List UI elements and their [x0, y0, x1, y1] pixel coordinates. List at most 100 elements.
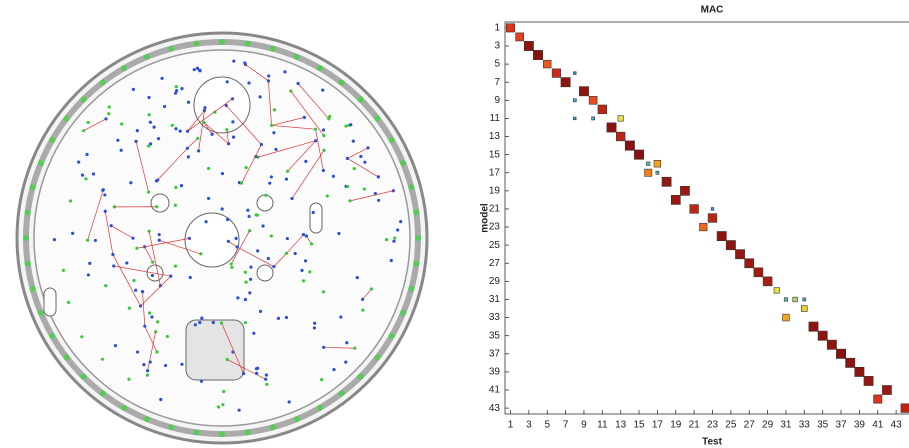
mesh-node: [125, 261, 129, 265]
mesh-node: [243, 61, 247, 65]
mesh-node: [396, 228, 400, 232]
mesh-node: [302, 115, 306, 119]
mesh-node: [134, 288, 138, 292]
mac-cell: [653, 159, 662, 168]
mesh-node: [219, 321, 224, 325]
mesh-node: [248, 291, 252, 295]
y-tick-label: 23: [489, 222, 501, 233]
mesh-node: [290, 196, 294, 201]
mesh-node: [103, 209, 107, 213]
mac-cell: [773, 287, 780, 294]
mesh-edge: [225, 105, 262, 145]
mac-cell: [616, 131, 626, 142]
rim-node: [193, 40, 200, 47]
mesh-node: [152, 125, 156, 129]
mesh-node: [349, 123, 353, 127]
x-tick-label: 5: [544, 420, 550, 431]
mesh-edge: [286, 234, 304, 254]
mac-cell: [689, 204, 699, 214]
mesh-node: [174, 85, 178, 89]
mesh-node: [186, 100, 191, 104]
mesh-node: [337, 231, 341, 236]
mesh-node: [220, 207, 224, 211]
mesh-node: [235, 245, 239, 249]
y-tick-label: 1: [494, 23, 500, 34]
mesh-node: [345, 341, 349, 345]
mesh-edge: [315, 129, 324, 171]
mesh-node: [147, 95, 151, 100]
mesh-node: [231, 120, 235, 124]
y-tick-label: 3: [494, 41, 500, 52]
mesh-node: [258, 309, 263, 313]
rim-node: [121, 404, 128, 411]
rim-node: [338, 79, 345, 86]
mesh-node: [361, 297, 365, 301]
mac-cell: [707, 213, 718, 223]
y-tick-label: 29: [489, 276, 501, 287]
rim-node: [413, 209, 420, 216]
y-tick-label: 31: [489, 294, 501, 305]
mac-cell: [753, 267, 764, 278]
mesh-node: [261, 224, 265, 228]
mesh-node: [135, 350, 140, 354]
mesh-node: [272, 108, 277, 112]
mesh-node: [221, 403, 225, 407]
rim-node: [338, 390, 345, 397]
rim-node: [99, 390, 106, 397]
mac-cell: [744, 258, 755, 269]
mac-cell: [735, 249, 745, 260]
mac-cell: [900, 403, 909, 413]
mesh-edge: [144, 326, 158, 353]
mesh-node: [321, 290, 325, 294]
mesh-node: [304, 234, 309, 238]
mesh-node: [268, 181, 272, 185]
mac-cell: [661, 176, 672, 187]
mesh-node: [107, 105, 111, 109]
mesh-edge: [136, 238, 190, 249]
x-tick-label: 17: [652, 420, 664, 431]
mesh-node: [243, 297, 248, 302]
mesh-node: [276, 316, 281, 320]
mesh-node: [301, 232, 306, 237]
mesh-node: [322, 345, 326, 349]
mesh-node: [71, 231, 75, 235]
mesh-node: [157, 232, 161, 237]
rim-node: [293, 53, 300, 60]
mesh-node: [158, 284, 162, 288]
mesh-node: [313, 321, 317, 325]
rim-node: [269, 424, 276, 431]
mesh-node: [120, 122, 124, 126]
rim-node: [24, 209, 31, 216]
x-tick-label: 7: [563, 420, 569, 431]
rim-node: [168, 424, 175, 431]
mesh-edge: [110, 225, 134, 239]
mac-cell: [854, 366, 865, 377]
mesh-node: [179, 184, 184, 188]
mesh-node: [244, 280, 248, 284]
mesh-node: [173, 203, 177, 207]
mesh-node: [174, 127, 178, 131]
mesh-node: [274, 147, 278, 152]
mac-cell: [655, 170, 660, 175]
mesh-node: [267, 74, 271, 78]
rim-node: [193, 429, 200, 436]
mesh-node: [332, 368, 336, 372]
mac-cell: [680, 185, 690, 196]
mesh-node: [331, 174, 336, 178]
mac-cell: [808, 321, 819, 332]
rim-node: [357, 373, 364, 380]
mesh-node: [321, 128, 326, 132]
mesh-node: [85, 152, 89, 157]
mesh-node: [147, 144, 151, 148]
mesh-edge: [187, 110, 205, 132]
mesh-node: [256, 366, 260, 370]
mesh-node: [147, 229, 151, 233]
mesh-node: [93, 238, 98, 243]
mesh-node: [264, 193, 268, 197]
mesh-node: [249, 277, 253, 281]
mesh-node: [80, 335, 84, 339]
mesh-node: [148, 360, 152, 364]
mesh-edge: [203, 122, 229, 145]
mesh-node: [240, 181, 244, 185]
mac-cell: [533, 50, 544, 61]
